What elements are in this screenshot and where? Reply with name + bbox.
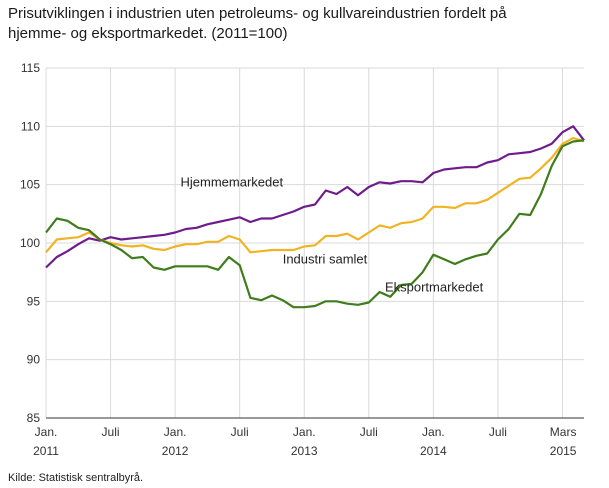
series-label: Industri samlet (283, 251, 368, 266)
x-tick-label: Juli (102, 425, 120, 439)
x-tick-label: Jan. (164, 425, 187, 439)
series-line-hjemmemarkedet (45, 125, 585, 269)
x-tick-year-label: 2013 (291, 444, 318, 458)
chart-title-line-1: Prisutviklingen i industrien uten petrol… (8, 5, 507, 22)
y-tick-label: 110 (21, 119, 40, 133)
x-tick-label: Juli (360, 425, 378, 439)
y-tick-label: 105 (20, 178, 40, 192)
y-tick-label: 95 (27, 294, 41, 308)
chart-title-line-2: hjemme- og eksportmarkedet. (2011=100) (8, 25, 288, 42)
x-tick-year-label: 2015 (550, 444, 577, 458)
series-label: Hjemmemarkedet (181, 174, 284, 189)
x-tick-label: Mars (550, 425, 577, 439)
series-label: Eksportmarkedet (385, 279, 484, 294)
chart-title: Prisutviklingen i industrien uten petrol… (8, 4, 598, 44)
x-tick-year-label: 2011 (33, 444, 59, 458)
x-tick-label: Juli (231, 425, 249, 439)
x-tick-year-label: 2014 (420, 444, 447, 458)
series-line-eksportmarkedet (45, 139, 585, 309)
y-tick-label: 85 (27, 411, 41, 425)
x-tick-label: Jan. (422, 425, 445, 439)
x-tick-label: Jan. (35, 425, 58, 439)
x-tick-label: Jan. (293, 425, 316, 439)
x-tick-label: Juli (489, 425, 507, 439)
y-tick-label: 90 (27, 353, 41, 367)
source-note: Kilde: Statistisk sentralbyrå. (8, 472, 144, 484)
y-tick-label: 100 (20, 236, 40, 250)
y-tick-label: 115 (21, 61, 40, 75)
x-tick-year-label: 2012 (162, 444, 189, 458)
series-line-industri-samlet (45, 136, 585, 254)
